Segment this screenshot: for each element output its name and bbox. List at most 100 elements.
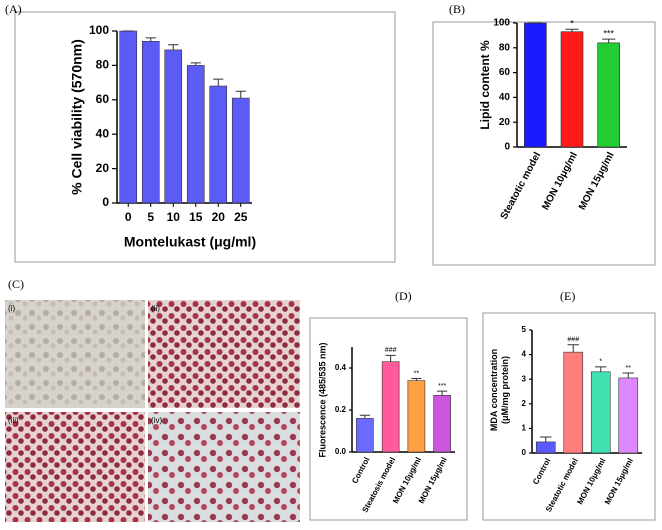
y-tick-label: 100 [89, 23, 109, 37]
x-tick-label: Control [531, 457, 552, 486]
panel-frame [482, 312, 656, 521]
error-bar [567, 344, 579, 353]
y-axis-label: Fluorescence (485/535 nm) [317, 342, 327, 457]
y-tick-label: 40 [499, 92, 511, 103]
bar [590, 371, 611, 454]
x-tick-label: MON 15μg/ml [417, 456, 449, 505]
bar [356, 418, 374, 453]
error-bar [595, 366, 607, 372]
error-bar [235, 90, 246, 99]
micrograph [5, 412, 145, 522]
error-bar [622, 372, 634, 378]
error-bar [385, 354, 396, 362]
x-tick-label: 25 [234, 210, 248, 224]
panel-frame [14, 11, 396, 263]
y-tick-label: 3 [522, 374, 527, 383]
x-tick-label: MON 10μg/ml [540, 150, 580, 212]
y-tick-label: 5 [522, 325, 527, 334]
y-tick-label: 40 [96, 126, 110, 140]
y-axis-label: MDA concentration [489, 349, 499, 431]
bar [186, 65, 205, 204]
bar [433, 394, 451, 453]
image-panel: (C) (i) (ii) (iii) (iv) [5, 277, 300, 522]
x-tick-label: 10 [167, 210, 181, 224]
y-axis-label: % Cell viability (570nm) [69, 39, 85, 195]
error-bar [437, 390, 448, 396]
bar [119, 30, 138, 204]
y-tick-label: 1 [522, 424, 527, 433]
error-bar [540, 436, 552, 442]
bar [524, 22, 547, 148]
error-bar [190, 62, 201, 66]
y-tick-label: 60 [499, 67, 511, 78]
x-tick-label: 20 [212, 210, 226, 224]
y-tick-label: 0 [504, 142, 510, 153]
y-tick-label: 0.4 [335, 363, 347, 372]
y-tick-label: 20 [96, 161, 110, 175]
significance-label: *** [603, 28, 614, 38]
bar [563, 351, 584, 454]
error-bar [359, 414, 370, 419]
significance-label: * [570, 19, 574, 29]
x-tick-label: MON 15μg/ml [577, 150, 617, 212]
panel-label: (C) [8, 277, 24, 291]
bar [597, 42, 620, 148]
image-label: (iii) [8, 416, 19, 425]
panel-label: (E) [560, 289, 575, 303]
panel-frame [309, 317, 468, 521]
panel-label: (D) [395, 289, 412, 303]
bar [141, 41, 160, 204]
significance-label: ### [567, 337, 579, 344]
x-axis-label: Montelukast (μg/ml) [124, 234, 256, 250]
image-label: (i) [8, 304, 15, 313]
error-bar [168, 44, 179, 50]
error-bar [213, 78, 224, 87]
significance-label: *** [438, 383, 446, 390]
micrograph [148, 412, 300, 522]
y-tick-label: 0.2 [335, 405, 347, 414]
y-tick-label: 80 [96, 58, 110, 72]
bar [164, 49, 183, 204]
y-axis-label: Lipid content % [478, 40, 492, 130]
panel-label: (A) [5, 2, 22, 16]
y-tick-label: 2 [522, 399, 527, 408]
chart-panel: (D) 0.0 0.2 0.4 Fluorescence (485/535 nm) Con… [309, 289, 468, 521]
image-label: (iv) [151, 416, 162, 425]
x-tick-label: 15 [189, 210, 203, 224]
x-tick-label: 5 [147, 210, 154, 224]
panel-frame [432, 21, 656, 266]
image-label: (ii) [151, 304, 160, 313]
y-tick-label: 100 [493, 18, 510, 29]
bar [560, 31, 584, 148]
y-axis-label: (μM/mg protein) [500, 356, 510, 424]
bar [618, 377, 639, 454]
bar [407, 380, 426, 453]
bar [535, 441, 556, 454]
x-tick-label: Steatotic model [499, 150, 544, 221]
significance-label: ** [414, 370, 420, 377]
x-tick-label: MON 15μg/ml [603, 457, 635, 506]
y-tick-label: 0 [102, 195, 109, 209]
y-tick-label: 20 [499, 117, 511, 128]
micrograph [148, 300, 300, 408]
y-tick-label: 0 [522, 448, 527, 457]
x-tick-label: 0 [125, 210, 132, 224]
x-tick-label: MON 10μg/ml [575, 457, 607, 506]
error-bar [411, 378, 422, 381]
bar [209, 85, 228, 204]
significance-label: ### [385, 347, 397, 354]
error-bar [602, 38, 616, 43]
error-bar [145, 37, 156, 42]
bar [381, 361, 400, 453]
significance-label: ** [626, 365, 632, 372]
y-tick-label: 0.0 [335, 447, 347, 456]
y-tick-label: 80 [499, 42, 511, 53]
significance-label: * [599, 359, 602, 366]
y-tick-label: 4 [522, 350, 527, 359]
error-bar [565, 28, 579, 32]
y-tick-label: 60 [96, 92, 110, 106]
x-tick-label: Control [350, 456, 371, 485]
